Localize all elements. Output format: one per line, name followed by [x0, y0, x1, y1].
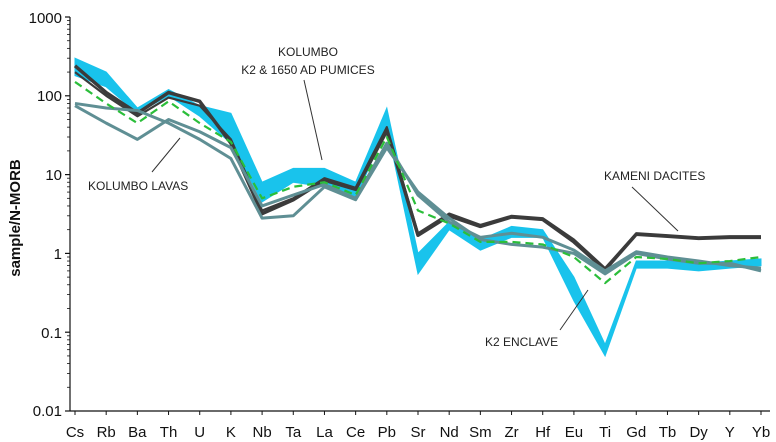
annotation-kameni-dacites: KAMENI DACITES [604, 169, 705, 183]
x-category-label: Dy [689, 424, 708, 441]
x-category-label: U [194, 424, 205, 441]
x-category-labels: Cs Rb Ba Th U K Nb Ta La Ce Pb Sr Nd Sm Zr Hf Eu Ti Gd Tb Dy… [66, 424, 770, 441]
x-category-label: Nb [252, 424, 271, 441]
pumice-range-band [74, 57, 762, 358]
y-tick-label: 10 [45, 167, 62, 184]
pumice-band-layer [74, 57, 762, 358]
x-category-label: Ce [346, 424, 365, 441]
x-category-label: Gd [626, 424, 646, 441]
x-category-label: La [316, 424, 333, 441]
x-category-label: Pb [378, 424, 396, 441]
x-category-label: Sm [469, 424, 492, 441]
annotation-k2-enclave: K2 ENCLAVE [485, 335, 558, 349]
annotation-k2-1650-pumices: K2 & 1650 AD PUMICES [241, 63, 374, 77]
x-category-label: Rb [97, 424, 116, 441]
series-line-kameni-0 [73, 64, 761, 272]
x-category-label: Y [725, 424, 735, 441]
leader-line-lavas [151, 137, 181, 173]
leader-line-kameni [631, 186, 679, 232]
y-tick-label: 1 [54, 246, 62, 263]
annotation-leaders [151, 79, 679, 331]
y-axis-label: sample/N-MORB [7, 159, 24, 277]
y-tick-label: 1000 [29, 10, 62, 27]
annotations: KOLUMBO K2 & 1650 AD PUMICES KOLUMBO LAV… [88, 45, 705, 349]
x-category-label: Th [160, 424, 178, 441]
x-category-label: Ba [128, 424, 147, 441]
annotation-kolumbo-lavas: KOLUMBO LAVAS [88, 179, 188, 193]
x-category-label: Eu [565, 424, 583, 441]
x-category-label: Hf [535, 424, 551, 441]
x-category-label: Tb [659, 424, 677, 441]
series-line-lavas-2 [74, 101, 762, 276]
x-category-label: K [226, 424, 236, 441]
series-line-enclave-4 [74, 81, 762, 285]
y-tick-label: 0.01 [33, 403, 62, 420]
axis-layer [65, 16, 770, 415]
annotation-kolumbo: KOLUMBO [278, 45, 338, 59]
x-category-label: Ta [285, 424, 302, 441]
x-category-label: Cs [66, 424, 84, 441]
x-category-label: Zr [504, 424, 518, 441]
series-line-lavas-3 [74, 104, 762, 273]
x-category-label: Nd [440, 424, 459, 441]
y-tick-label: 100 [37, 88, 62, 105]
series-line-kameni-1 [74, 71, 761, 270]
x-category-label: Ti [599, 424, 611, 441]
leader-line-enclave [559, 289, 589, 331]
x-category-label: Yb [752, 424, 770, 441]
series-layer [73, 64, 762, 285]
y-tick-label: 0.1 [41, 325, 62, 342]
y-tick-labels: 1000 100 10 1 0.1 0.01 [29, 10, 62, 420]
leader-line-band [303, 79, 323, 161]
x-category-label: Sr [411, 424, 426, 441]
